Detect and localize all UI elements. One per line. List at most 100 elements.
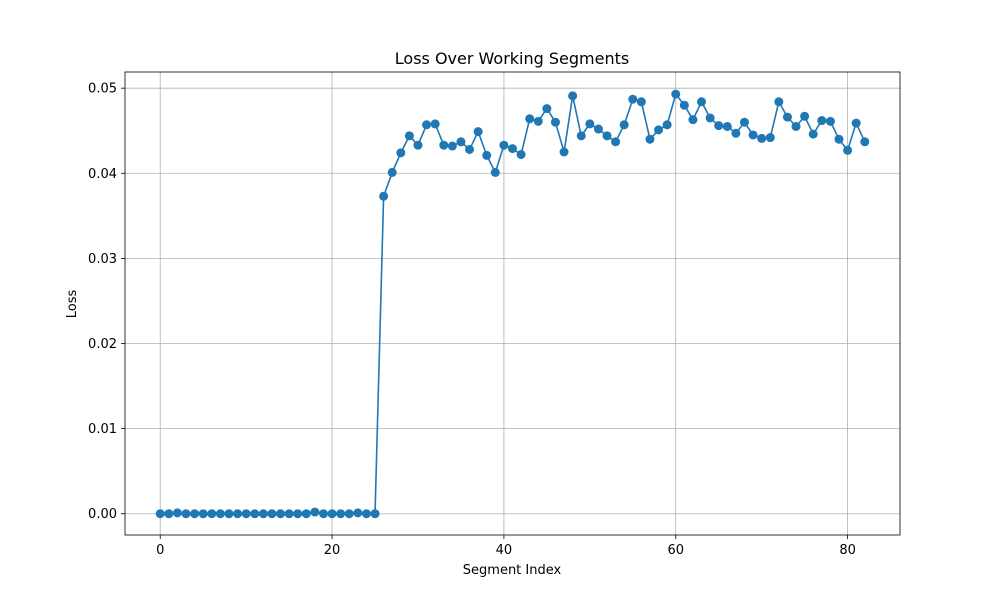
data-point bbox=[301, 509, 311, 519]
data-point bbox=[585, 119, 595, 129]
data-point bbox=[172, 508, 182, 518]
grid bbox=[125, 72, 900, 535]
data-point bbox=[413, 140, 423, 150]
data-point bbox=[293, 509, 303, 519]
data-point bbox=[645, 134, 655, 144]
data-point bbox=[654, 125, 664, 135]
data-point bbox=[593, 124, 603, 134]
data-point bbox=[533, 116, 543, 126]
data-point bbox=[516, 150, 526, 160]
data-point bbox=[688, 115, 698, 125]
y-tick-label: 0.05 bbox=[88, 82, 117, 97]
data-point bbox=[224, 509, 234, 519]
data-point bbox=[155, 509, 165, 519]
data-point bbox=[619, 120, 629, 130]
x-tick-label: 40 bbox=[496, 543, 513, 558]
data-point bbox=[817, 116, 827, 126]
data-point bbox=[671, 89, 681, 99]
data-point bbox=[190, 509, 200, 519]
data-point bbox=[576, 131, 586, 141]
data-point bbox=[774, 97, 784, 107]
data-point bbox=[233, 509, 243, 519]
data-point bbox=[198, 509, 208, 519]
data-point bbox=[482, 150, 492, 160]
data-point bbox=[611, 137, 621, 147]
data-point bbox=[714, 121, 724, 131]
data-point bbox=[447, 141, 457, 151]
data-point bbox=[559, 147, 569, 157]
series-line bbox=[160, 93, 866, 515]
data-point bbox=[241, 509, 251, 519]
data-point bbox=[800, 111, 810, 121]
data-point bbox=[284, 509, 294, 519]
data-point bbox=[843, 145, 853, 155]
data-point bbox=[439, 140, 449, 150]
data-point bbox=[705, 113, 715, 123]
data-point bbox=[250, 509, 260, 519]
data-point bbox=[430, 119, 440, 129]
data-point bbox=[164, 509, 174, 519]
data-point bbox=[490, 167, 500, 177]
y-tick-label: 0.00 bbox=[88, 507, 117, 522]
data-point bbox=[636, 97, 646, 107]
data-point bbox=[722, 121, 732, 131]
y-tick-label: 0.04 bbox=[88, 167, 117, 182]
axis-ticks: 0 20 40 60 80 0.00 0.01 0.02 0.03 0.04 0.05 bbox=[88, 82, 856, 558]
data-point bbox=[310, 507, 320, 517]
data-point bbox=[808, 129, 818, 139]
data-point bbox=[748, 130, 758, 140]
x-tick-label: 0 bbox=[156, 543, 164, 558]
data-point bbox=[757, 133, 767, 143]
data-point bbox=[379, 191, 389, 201]
y-axis-label: Loss bbox=[65, 290, 80, 319]
data-point bbox=[568, 91, 578, 101]
y-tick-label: 0.01 bbox=[88, 422, 117, 437]
data-point bbox=[697, 97, 707, 107]
data-point bbox=[473, 127, 483, 137]
data-point bbox=[215, 509, 225, 519]
data-point bbox=[499, 140, 509, 150]
data-point bbox=[336, 509, 346, 519]
data-point bbox=[370, 509, 380, 519]
data-point bbox=[327, 509, 337, 519]
data-point bbox=[396, 148, 406, 158]
data-point bbox=[344, 509, 354, 519]
data-point bbox=[525, 114, 535, 124]
plot-frame bbox=[124, 71, 901, 536]
data-point bbox=[542, 104, 552, 114]
data-point bbox=[267, 509, 277, 519]
data-point bbox=[422, 120, 432, 130]
data-point bbox=[739, 117, 749, 127]
data-point bbox=[258, 509, 268, 519]
chart-title: Loss Over Working Segments bbox=[395, 49, 629, 68]
data-point bbox=[834, 134, 844, 144]
data-point bbox=[860, 137, 870, 147]
y-tick-label: 0.02 bbox=[88, 337, 117, 352]
data-point bbox=[181, 509, 191, 519]
data-point bbox=[851, 118, 861, 128]
data-point bbox=[207, 509, 217, 519]
data-point bbox=[791, 121, 801, 131]
data-point bbox=[662, 120, 672, 130]
data-point bbox=[550, 117, 560, 127]
series-layer bbox=[155, 89, 870, 519]
data-point bbox=[318, 509, 328, 519]
data-point bbox=[276, 509, 286, 519]
x-axis-label: Segment Index bbox=[463, 563, 562, 578]
data-point bbox=[602, 131, 612, 141]
data-point bbox=[456, 137, 466, 147]
data-point bbox=[404, 131, 414, 141]
data-point bbox=[679, 100, 689, 110]
x-tick-label: 20 bbox=[324, 543, 341, 558]
y-tick-label: 0.03 bbox=[88, 252, 117, 267]
data-point bbox=[628, 94, 638, 104]
plot-border bbox=[124, 71, 901, 536]
x-tick-label: 60 bbox=[667, 543, 684, 558]
data-point bbox=[825, 116, 835, 126]
data-point bbox=[387, 167, 397, 177]
data-point bbox=[765, 133, 775, 143]
data-point bbox=[353, 508, 363, 518]
x-tick-label: 80 bbox=[839, 543, 856, 558]
